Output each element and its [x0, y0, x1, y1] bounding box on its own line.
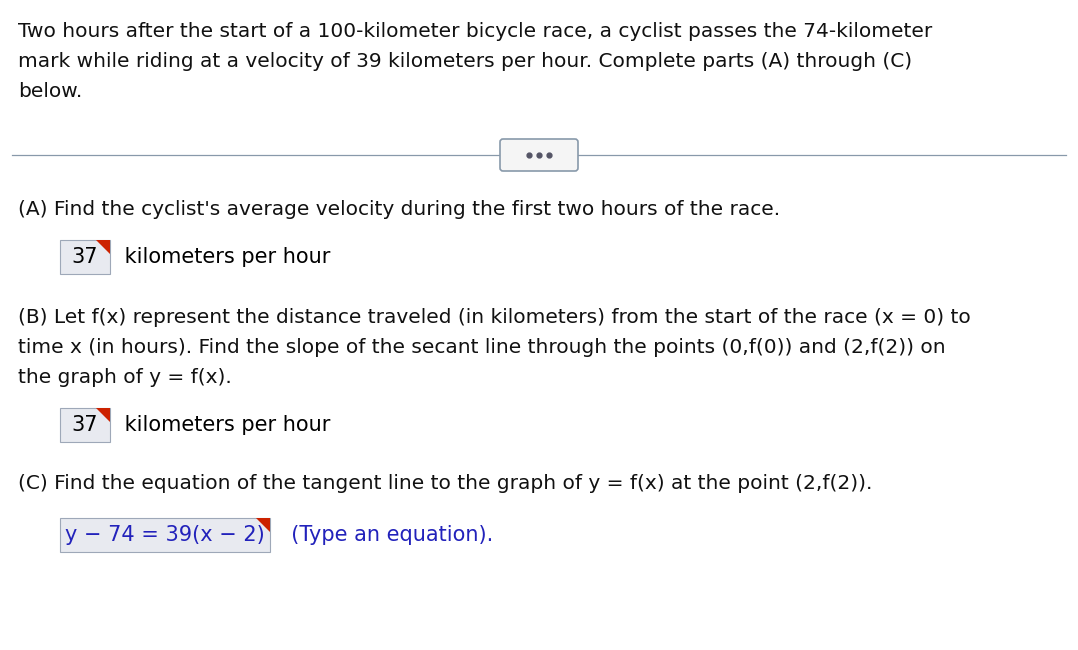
FancyBboxPatch shape: [60, 408, 110, 442]
Text: y − 74 = 39(x − 2): y − 74 = 39(x − 2): [65, 525, 265, 545]
Text: time x (in hours). Find the slope of the secant line through the points (0,f(0)): time x (in hours). Find the slope of the…: [18, 338, 945, 357]
Text: mark while riding at a velocity of 39 kilometers per hour. Complete parts (A) th: mark while riding at a velocity of 39 ki…: [18, 52, 912, 71]
Text: the graph of y = f(x).: the graph of y = f(x).: [18, 368, 232, 387]
Text: (C) Find the equation of the tangent line to the graph of y = f(x) at the point : (C) Find the equation of the tangent lin…: [18, 474, 872, 493]
Text: 37: 37: [72, 415, 98, 435]
FancyBboxPatch shape: [60, 518, 270, 552]
Text: kilometers per hour: kilometers per hour: [118, 247, 330, 267]
Text: below.: below.: [18, 82, 82, 101]
Text: (B) Let f(x) represent the distance traveled (in kilometers) from the start of t: (B) Let f(x) represent the distance trav…: [18, 308, 971, 327]
Text: kilometers per hour: kilometers per hour: [118, 415, 330, 435]
Polygon shape: [96, 240, 110, 254]
Polygon shape: [255, 518, 270, 532]
Text: 37: 37: [72, 247, 98, 267]
Text: (Type an equation).: (Type an equation).: [278, 525, 494, 545]
FancyBboxPatch shape: [500, 139, 578, 171]
FancyBboxPatch shape: [60, 240, 110, 274]
Text: Two hours after the start of a 100-kilometer bicycle race, a cyclist passes the : Two hours after the start of a 100-kilom…: [18, 22, 932, 41]
Polygon shape: [96, 408, 110, 422]
Text: (A) Find the cyclist's average velocity during the first two hours of the race.: (A) Find the cyclist's average velocity …: [18, 200, 780, 219]
